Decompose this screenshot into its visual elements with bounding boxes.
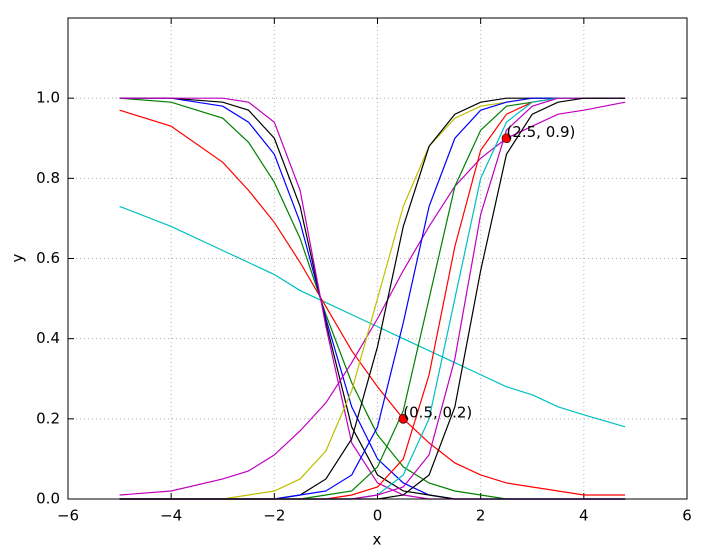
y-tick-label: 1.0: [36, 89, 60, 107]
point-annotation: (0.5, 0.2): [403, 403, 472, 421]
y-tick-label: 0.2: [36, 409, 60, 427]
line-series: [119, 97, 626, 500]
annotated-point: [501, 133, 512, 144]
line-series: [119, 97, 626, 500]
plot-frame: [67, 17, 688, 500]
x-tick-label: −2: [263, 507, 285, 525]
line-series: [119, 97, 626, 500]
line-series: [119, 205, 626, 428]
x-tick-label: −4: [160, 507, 182, 525]
line-series: [119, 97, 626, 500]
line-series: [119, 109, 626, 496]
point-annotation: (2.5, 0.9): [506, 123, 575, 141]
line-series: [119, 101, 626, 496]
y-tick-label: 0.8: [36, 169, 60, 187]
y-axis-label: y: [9, 253, 27, 262]
x-tick-label: 0: [373, 507, 383, 525]
line-series: [119, 97, 626, 500]
line-series: [119, 97, 626, 500]
line-series: [119, 97, 626, 500]
line-series: [119, 97, 626, 500]
y-tick-label: 0.0: [36, 490, 60, 508]
y-tick-label: 0.4: [36, 329, 60, 347]
line-series: [119, 97, 626, 500]
annotated-point: [398, 414, 409, 424]
x-tick-label: −6: [57, 507, 79, 525]
x-tick-label: 2: [476, 507, 486, 525]
y-tick-label: 0.6: [36, 249, 60, 267]
line-series: [119, 97, 626, 500]
line-series: [119, 97, 626, 500]
x-tick-label: 6: [682, 507, 692, 525]
x-axis-label: x: [373, 531, 382, 549]
line-series: [119, 97, 626, 500]
x-tick-label: 4: [579, 507, 589, 525]
